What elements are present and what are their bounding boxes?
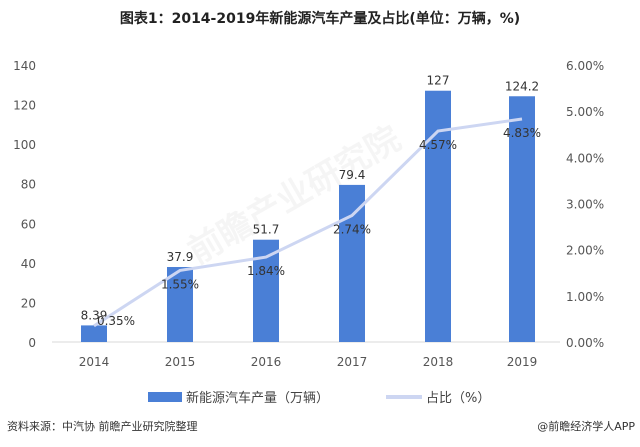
- bar-data-label: 37.9: [167, 250, 194, 264]
- left-tick-label: 40: [21, 257, 36, 271]
- left-tick-label: 100: [13, 138, 36, 152]
- bar: [167, 267, 193, 342]
- legend-swatch-bar: [148, 391, 182, 402]
- bar-data-label: 79.4: [339, 168, 366, 182]
- right-tick-label: 5.00%: [566, 105, 604, 119]
- x-tick-label: 2016: [251, 355, 282, 369]
- x-tick-label: 2015: [165, 355, 196, 369]
- left-tick-label: 80: [21, 178, 36, 192]
- right-tick-label: 3.00%: [566, 198, 604, 212]
- legend-label: 新能源汽车产量（万辆）: [186, 391, 330, 406]
- x-tick-label: 2019: [507, 355, 538, 369]
- x-tick-label: 2014: [79, 355, 110, 369]
- line-data-label: 2.74%: [333, 223, 371, 237]
- bar: [253, 239, 279, 342]
- left-tick-label: 0: [28, 336, 36, 350]
- right-tick-label: 0.00%: [566, 336, 604, 350]
- line-data-label: 4.83%: [503, 126, 541, 140]
- share-line: [93, 117, 523, 328]
- chart-title: 图表1：2014-2019年新能源汽车产量及占比(单位：万辆，%): [119, 11, 521, 27]
- right-tick-label: 4.00%: [566, 151, 604, 165]
- bar-data-label: 127: [427, 74, 450, 88]
- legend-label: 占比（%）: [426, 391, 491, 406]
- x-tick-label: 2017: [337, 355, 368, 369]
- bar: [339, 184, 365, 342]
- legend-item-production: 新能源汽车产量（万辆）: [148, 387, 329, 406]
- credit-note: @前瞻经济学人APP: [537, 420, 635, 433]
- right-tick-label: 1.00%: [566, 290, 604, 304]
- left-tick-label: 120: [13, 99, 36, 113]
- legend-swatch-line: [386, 394, 422, 399]
- bar-data-label: 124.2: [505, 79, 539, 93]
- source-note: 资料来源：中汽协 前瞻产业研究院整理: [7, 420, 198, 433]
- left-tick-label: 20: [21, 296, 36, 310]
- right-tick-label: 2.00%: [566, 244, 604, 258]
- line-data-label: 4.57%: [419, 138, 457, 152]
- line-data-label: 0.35%: [97, 314, 135, 328]
- bar: [81, 325, 107, 342]
- bar: [509, 96, 535, 342]
- line-data-label: 1.55%: [161, 277, 199, 291]
- line-data-label: 1.84%: [247, 264, 285, 278]
- bar-data-label: 51.7: [253, 223, 280, 237]
- right-tick-label: 6.00%: [566, 59, 604, 73]
- left-tick-label: 140: [13, 59, 36, 73]
- left-tick-label: 60: [21, 217, 36, 231]
- x-tick-label: 2018: [423, 355, 454, 369]
- legend-item-share: 占比（%）: [386, 387, 490, 406]
- bar-data-label: 8.39: [81, 308, 108, 322]
